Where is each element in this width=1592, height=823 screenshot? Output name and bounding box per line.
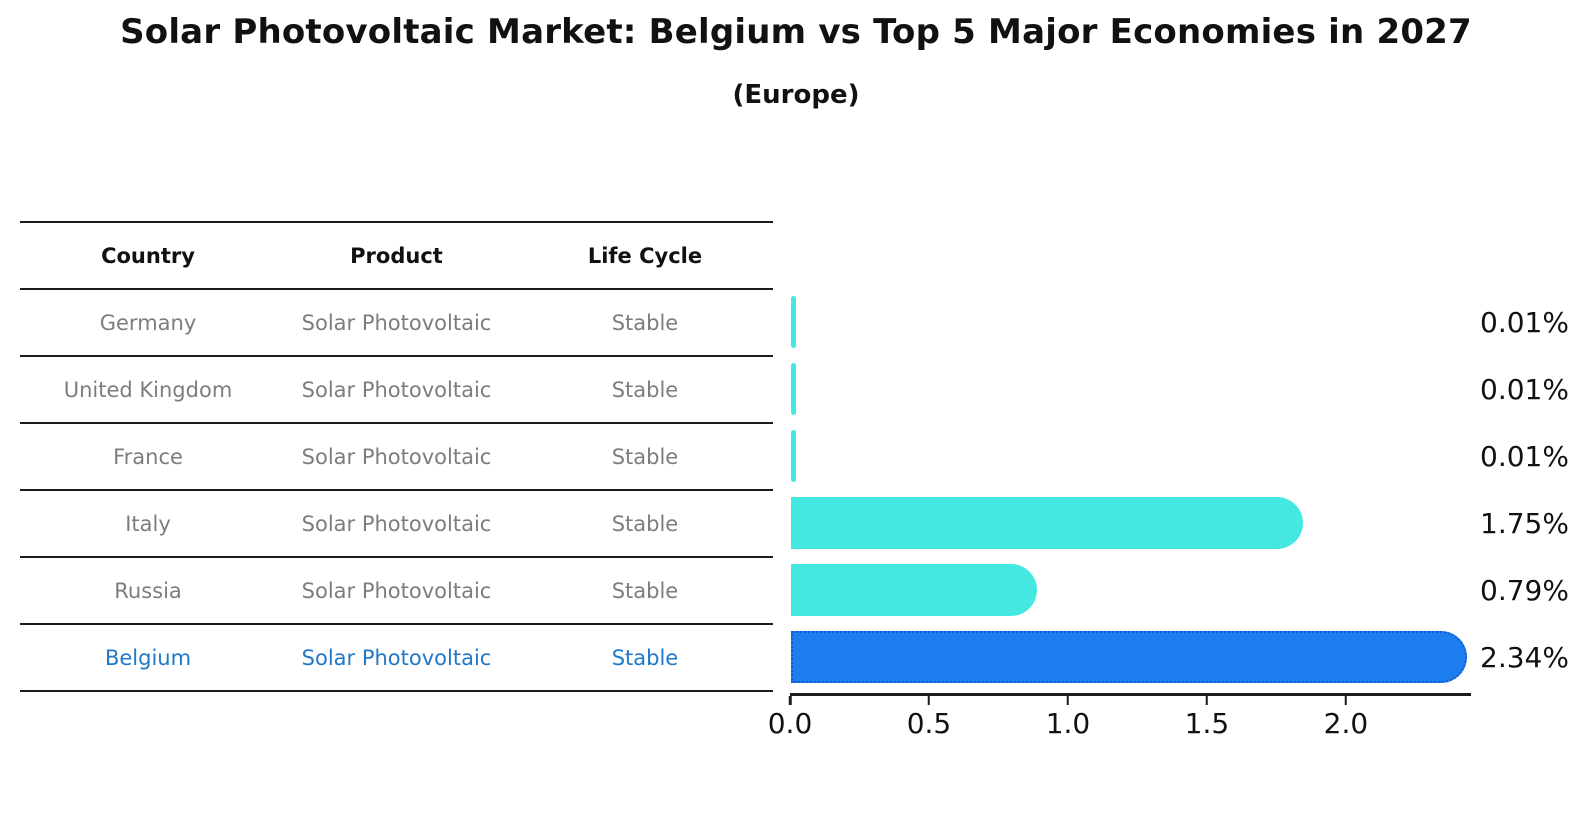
x-axis-tick — [1205, 695, 1209, 705]
plot-area: 0.01% 0.01% 0.01% 1.75% 0.79% 2.34% — [791, 289, 1591, 691]
bar-row: 1.75% — [791, 490, 1591, 557]
table-row: United Kingdom Solar Photovoltaic Stable — [20, 357, 773, 424]
table-header-row: Country Product Life Cycle — [20, 223, 773, 290]
bar-row: 2.34% — [791, 624, 1591, 691]
country-cell: United Kingdom — [63, 377, 233, 402]
x-axis: 0.0 0.5 1.0 1.5 2.0 — [768, 693, 1471, 740]
bar-italy — [791, 497, 1304, 549]
country-cell: Russia — [114, 578, 182, 603]
product-cell: Solar Photovoltaic — [301, 310, 492, 335]
x-axis-tick-label: 2.0 — [1323, 707, 1369, 740]
column-header-lifecycle: Life Cycle — [587, 243, 703, 268]
value-label: 1.75% — [1480, 507, 1569, 540]
value-label: 0.01% — [1480, 306, 1569, 339]
product-cell: Solar Photovoltaic — [301, 645, 492, 670]
x-axis-tick — [1344, 695, 1348, 705]
x-axis-tick-label: 0.5 — [906, 707, 952, 740]
product-cell: Solar Photovoltaic — [301, 377, 492, 402]
lifecycle-cell: Stable — [611, 444, 679, 469]
chart-subtitle: (Europe) — [732, 80, 860, 110]
bar-row: 0.01% — [791, 289, 1591, 356]
bar-belgium — [791, 631, 1468, 683]
country-cell: France — [113, 444, 183, 469]
x-axis-tick — [927, 695, 931, 705]
x-axis-tick-label: 1.0 — [1045, 707, 1091, 740]
column-header-product: Product — [350, 243, 443, 268]
x-axis-tick-label: 1.5 — [1184, 707, 1230, 740]
table-row: Italy Solar Photovoltaic Stable — [20, 491, 773, 558]
bar-germany — [791, 296, 796, 348]
country-cell: Italy — [125, 511, 171, 536]
data-table: Country Product Life Cycle Germany Solar… — [20, 221, 773, 692]
value-label: 0.79% — [1480, 574, 1569, 607]
country-cell: Belgium — [104, 645, 192, 670]
bar-row: 0.01% — [791, 356, 1591, 423]
table-row: France Solar Photovoltaic Stable — [20, 424, 773, 491]
country-cell: Germany — [99, 310, 197, 335]
lifecycle-cell: Stable — [611, 377, 679, 402]
value-label: 0.01% — [1480, 440, 1569, 473]
value-label: 2.34% — [1480, 641, 1569, 674]
bar-row: 0.79% — [791, 557, 1591, 624]
product-cell: Solar Photovoltaic — [301, 578, 492, 603]
lifecycle-cell: Stable — [611, 310, 679, 335]
x-axis-tick — [1066, 695, 1070, 705]
bar-france — [791, 430, 796, 482]
column-header-country: Country — [101, 243, 195, 268]
product-cell: Solar Photovoltaic — [301, 511, 492, 536]
x-axis-tick-label: 0.0 — [767, 707, 813, 740]
x-axis-tick — [788, 695, 792, 705]
lifecycle-cell: Stable — [611, 578, 679, 603]
value-label: 0.01% — [1480, 373, 1569, 406]
chart-title: Solar Photovoltaic Market: Belgium vs To… — [120, 12, 1472, 52]
product-cell: Solar Photovoltaic — [301, 444, 492, 469]
table-row: Russia Solar Photovoltaic Stable — [20, 558, 773, 625]
table-row-belgium: Belgium Solar Photovoltaic Stable — [20, 625, 773, 692]
table-row: Germany Solar Photovoltaic Stable — [20, 290, 773, 357]
lifecycle-cell: Stable — [611, 511, 679, 536]
bar-united-kingdom — [791, 363, 796, 415]
bar-row: 0.01% — [791, 423, 1591, 490]
lifecycle-cell: Stable — [611, 645, 679, 670]
bar-russia — [791, 564, 1037, 616]
